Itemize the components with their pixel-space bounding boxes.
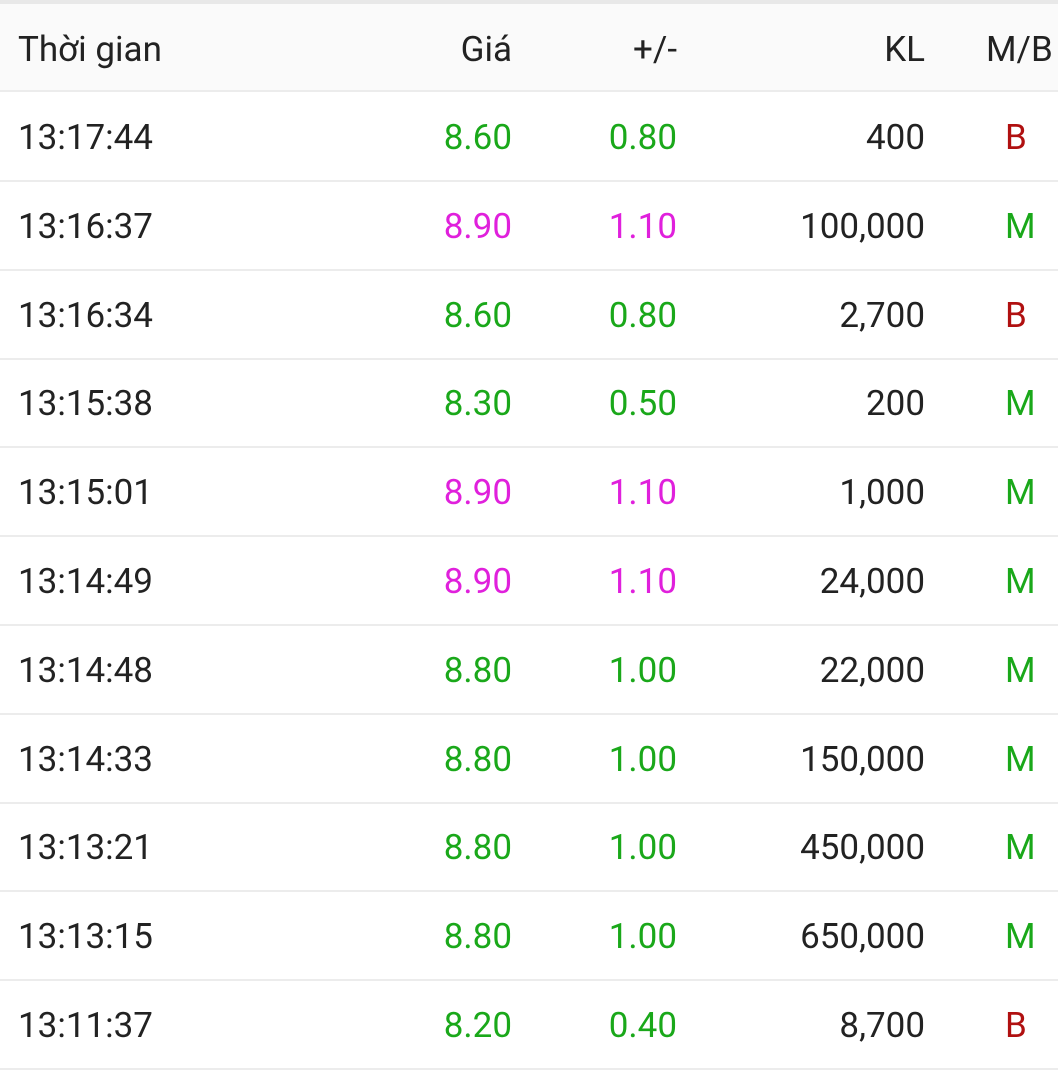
trade-row: 13:16:37 8.90 1.10 100,000 M	[0, 183, 1058, 271]
change-cell: 1.00	[608, 827, 677, 869]
price-cell: 8.90	[443, 561, 512, 602]
time-cell: 13:15:38	[18, 383, 153, 425]
header-cell: Thời gian	[18, 29, 162, 70]
volume-cell: 24,000	[819, 561, 925, 602]
change-cell: 0.50	[608, 383, 677, 425]
time-cell: 13:17:44	[18, 117, 153, 158]
change-cell: 1.10	[608, 561, 677, 602]
header-cell: +/-	[633, 29, 677, 70]
trade-row: 13:15:38 8.30 0.50 200 M	[0, 360, 1058, 449]
side-cell: B	[1005, 294, 1027, 336]
trade-row: 13:17:44 8.60 0.80 400 B	[0, 94, 1058, 182]
change-cell: 1.10	[608, 472, 677, 514]
side-cell: M	[1005, 472, 1036, 514]
table-header: Thời gian Giá +/- KL M/B	[0, 0, 1058, 92]
trade-row: 13:15:01 8.90 1.10 1,000 M	[0, 449, 1058, 538]
trade-row: 13:13:15 8.80 1.00 650,000 M	[0, 893, 1058, 982]
price-cell: 8.30	[443, 383, 512, 425]
trade-row: 13:16:34 8.60 0.80 2,700 B	[0, 272, 1058, 360]
side-cell: B	[1005, 117, 1027, 158]
price-cell: 8.80	[443, 738, 512, 780]
trade-row: 13:11:37 8.20 0.40 8,700 B	[0, 982, 1058, 1070]
change-cell: 0.40	[608, 1005, 677, 1046]
side-cell: M	[1005, 738, 1036, 780]
change-cell: 0.80	[608, 294, 677, 336]
volume-cell: 1,000	[839, 472, 925, 514]
time-cell: 13:16:37	[18, 205, 153, 247]
change-cell: 1.10	[608, 205, 677, 247]
price-cell: 8.90	[443, 205, 512, 247]
change-cell: 0.80	[608, 117, 677, 158]
price-cell: 8.20	[443, 1005, 512, 1046]
volume-cell: 650,000	[800, 916, 925, 958]
trade-row: 13:14:48 8.80 1.00 22,000 M	[0, 627, 1058, 715]
header-cell: Giá	[460, 29, 512, 70]
time-cell: 13:14:49	[18, 561, 153, 602]
volume-cell: 450,000	[800, 827, 925, 869]
volume-cell: 8,700	[839, 1005, 925, 1046]
price-cell: 8.80	[443, 916, 512, 958]
side-cell: M	[1005, 827, 1036, 869]
trade-row: 13:14:49 8.90 1.10 24,000 M	[0, 538, 1058, 626]
change-cell: 1.00	[608, 916, 677, 958]
time-cell: 13:13:21	[18, 827, 153, 869]
volume-cell: 22,000	[819, 649, 925, 691]
change-cell: 1.00	[608, 649, 677, 691]
side-cell: M	[1005, 916, 1036, 958]
price-cell: 8.80	[443, 827, 512, 869]
time-cell: 13:14:33	[18, 738, 153, 780]
time-cell: 13:11:37	[18, 1005, 153, 1046]
trade-row: 13:14:33 8.80 1.00 150,000 M	[0, 716, 1058, 804]
time-cell: 13:15:01	[18, 472, 153, 514]
volume-cell: 150,000	[800, 738, 925, 780]
trade-row: 13:13:21 8.80 1.00 450,000 M	[0, 804, 1058, 893]
header-cell: KL	[884, 29, 925, 70]
time-cell: 13:16:34	[18, 294, 153, 336]
price-cell: 8.60	[443, 117, 512, 158]
side-cell: M	[1005, 383, 1036, 425]
side-cell: B	[1005, 1005, 1027, 1046]
volume-cell: 200	[865, 383, 925, 425]
price-cell: 8.80	[443, 649, 512, 691]
volume-cell: 100,000	[800, 205, 925, 247]
time-cell: 13:14:48	[18, 649, 153, 691]
change-cell: 1.00	[608, 738, 677, 780]
side-cell: M	[1005, 205, 1036, 247]
volume-cell: 2,700	[839, 294, 925, 336]
price-cell: 8.90	[443, 472, 512, 514]
volume-cell: 400	[865, 117, 925, 158]
price-cell: 8.60	[443, 294, 512, 336]
header-cell: M/B	[986, 29, 1053, 70]
side-cell: M	[1005, 649, 1036, 691]
time-cell: 13:13:15	[18, 916, 153, 958]
side-cell: M	[1005, 561, 1036, 602]
